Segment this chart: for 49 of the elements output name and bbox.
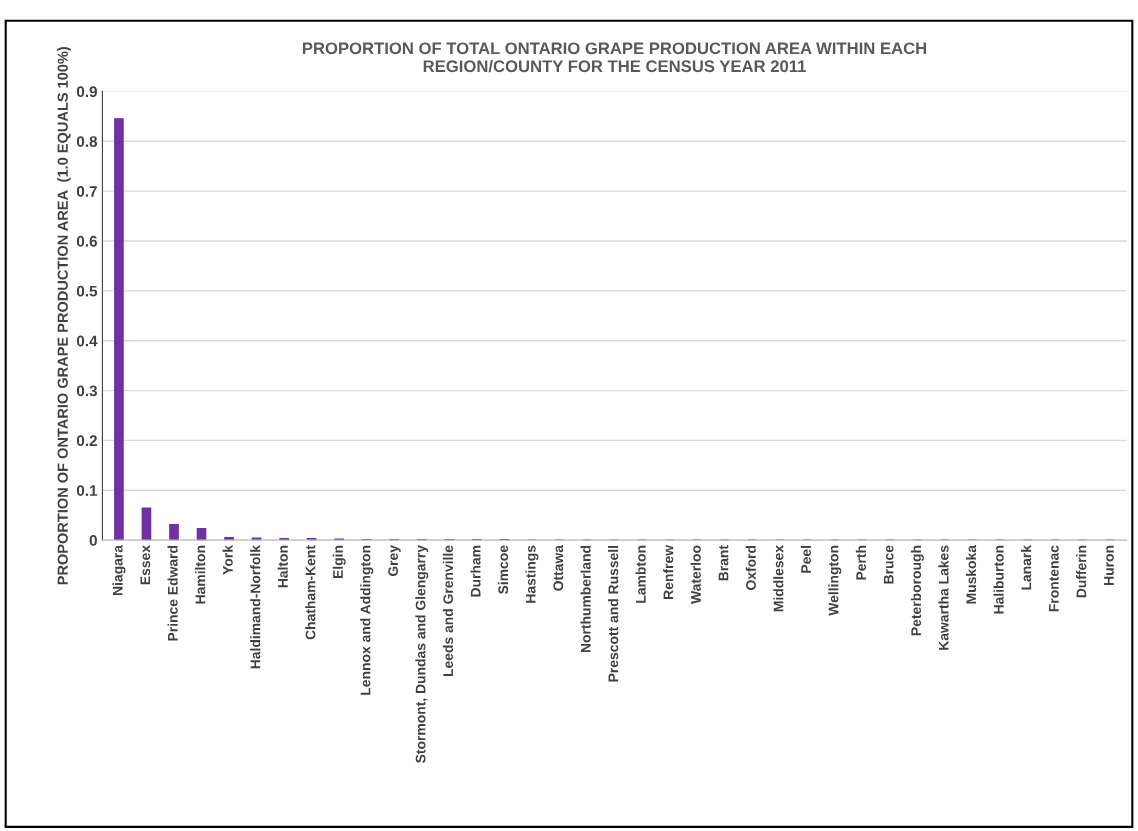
- x-tick-label: Dufferin: [1076, 545, 1087, 598]
- x-tick-label: Durham: [470, 545, 481, 597]
- x-tick-label: Lanark: [1021, 544, 1032, 590]
- y-tick-label: 0.1: [76, 485, 98, 496]
- x-tick-label: Huron: [1104, 545, 1114, 585]
- x-tick-label: Hamilton: [195, 545, 206, 604]
- x-tick-label: Lennox and Addington: [360, 545, 374, 695]
- y-tick-label: 0.8: [76, 136, 98, 147]
- x-tick-label: Peterborough: [910, 545, 924, 636]
- chart-title: PROPORTION OF TOTAL ONTARIO GRAPE PRODUCTION AREA WITHIN EACH REGION/COUNTY FOR THE CENSUS YEAR 2011: [302, 42, 927, 73]
- x-tick-label: Haliburton: [993, 545, 1004, 614]
- x-tick-label: Niagara: [112, 544, 126, 596]
- x-tick-label: Lambton: [635, 545, 646, 603]
- x-tick-label: Bruce: [883, 545, 894, 584]
- y-tick-label: 0.6: [76, 235, 98, 247]
- y-tick-label: 0.7: [76, 186, 97, 197]
- y-axis-title: PROPORTION OF ONTARIO GRAPE PRODUCTION AREA (1.0 EQUALS 100%): [57, 46, 71, 585]
- x-tick-label: Kawartha Lakes: [938, 545, 949, 650]
- y-tick-label: 0.9: [76, 86, 97, 98]
- y-tick-label: 0.4: [76, 335, 98, 347]
- x-tick-label: Elgin: [332, 545, 346, 579]
- x-tick-label: Peel: [800, 545, 811, 573]
- x-tick-label: Halton: [277, 545, 288, 588]
- y-tick-label: 0: [89, 535, 97, 546]
- x-tick-label: York: [222, 545, 233, 575]
- x-tick-label: Hastings: [525, 545, 539, 603]
- x-tick-label: Perth: [855, 545, 867, 580]
- x-tick-label: Waterloo: [690, 545, 701, 604]
- y-tick-label: 0.5: [76, 285, 98, 297]
- x-tick-label: Oxford: [745, 545, 756, 590]
- x-tick-label: Frontenac: [1049, 545, 1059, 612]
- x-tick-label: Prescott and Russell: [608, 545, 619, 682]
- x-tick-label: Leeds and Grenville: [442, 545, 454, 677]
- x-tick-label: Stormont, Dundas and Glengarry: [415, 545, 429, 763]
- x-tick-label: Northumberland: [580, 545, 591, 653]
- x-tick-label: Haldimand-Norfolk: [250, 544, 261, 669]
- x-tick-label: Middlesex: [773, 545, 784, 612]
- y-tick-label: 0.2: [76, 435, 97, 447]
- x-tick-label: Grey: [388, 545, 401, 577]
- x-tick-label: Brant: [718, 545, 729, 581]
- x-tick-label: Muskoka: [965, 544, 977, 604]
- x-tick-label: Chatham-Kent: [305, 545, 316, 640]
- x-tick-label: Essex: [140, 545, 151, 585]
- x-tick-label: Prince Edward: [167, 545, 178, 641]
- x-tick-label: Renfrew: [663, 544, 674, 599]
- x-tick-label: Simcoe: [497, 545, 509, 595]
- x-tick-label: Ottawa: [553, 544, 564, 591]
- x-tick-label: Wellington: [828, 545, 842, 616]
- y-tick-label: 0.3: [76, 385, 98, 397]
